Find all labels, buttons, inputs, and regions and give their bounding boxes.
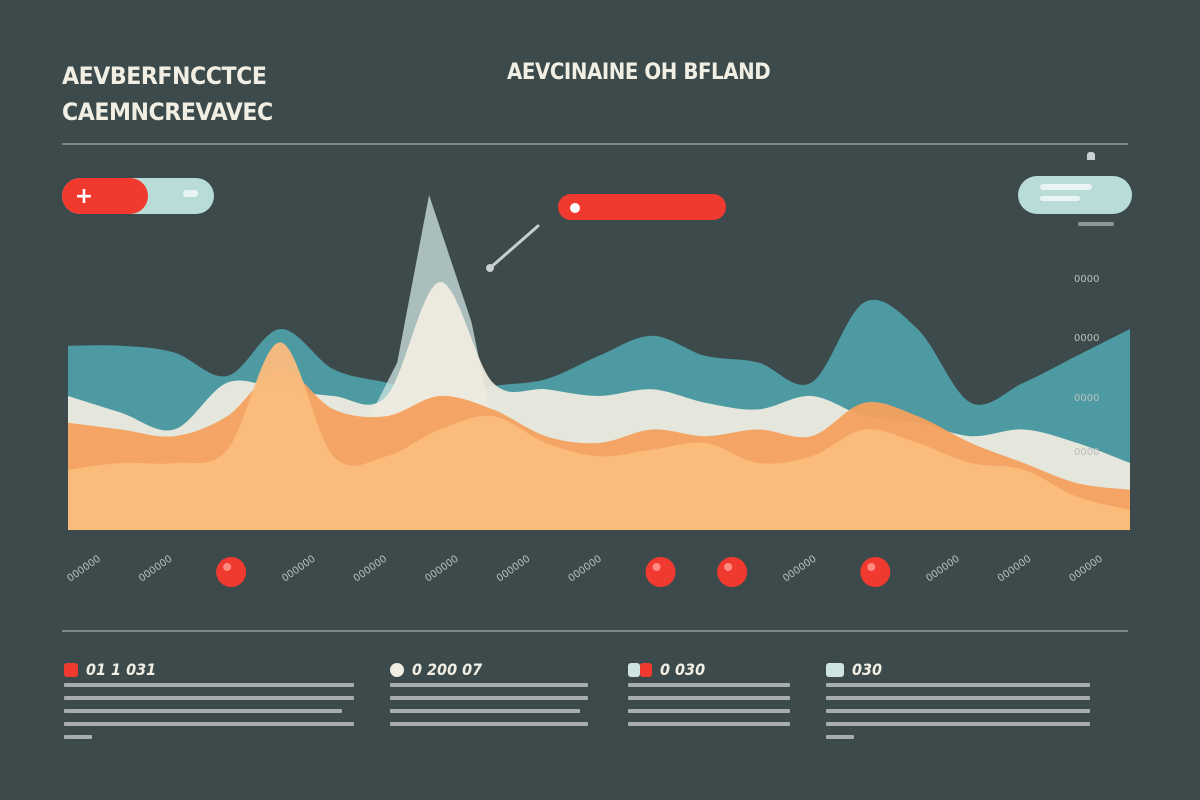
toggle-knob-icon <box>183 190 198 197</box>
center-title: AEVCINAINE OH BFLAND <box>507 60 771 85</box>
filter-pill[interactable] <box>1018 176 1132 214</box>
text-line <box>826 683 1090 687</box>
x-tick-label: 000000 <box>1067 554 1105 585</box>
text-line <box>64 709 343 713</box>
footer-column-4: 030 <box>826 660 1090 739</box>
timeline-marker-shine <box>652 563 661 571</box>
x-tick-label: 000000 <box>280 554 318 585</box>
x-axis-markers <box>216 557 891 587</box>
timeline-marker-shine <box>223 563 232 571</box>
text-line <box>390 683 588 687</box>
text-line <box>826 709 1090 713</box>
text-line <box>826 696 1090 700</box>
x-tick-label: 000000 <box>352 554 390 585</box>
legend-swatch <box>64 662 78 677</box>
y-tick-label: 0000 <box>1074 333 1099 344</box>
y-tick-label: 0000 <box>1074 393 1099 404</box>
chart-title: AEVBERFNCCTCE CAEMNCREVAVEC <box>62 58 273 130</box>
footer-column-1: 01 1 031 <box>64 660 354 739</box>
area-series-4 <box>68 342 1130 530</box>
timeline-marker[interactable] <box>216 557 247 587</box>
text-line <box>390 722 588 726</box>
text-line <box>628 696 790 700</box>
timeline-marker-shine <box>867 563 876 571</box>
footer-column-3: 0 030 <box>628 660 790 726</box>
y-tick-label: 0000 <box>1074 447 1099 458</box>
timeline-marker[interactable] <box>860 557 891 587</box>
legend-label: 0 200 07 <box>412 660 483 679</box>
filter-pill-line <box>1040 184 1092 190</box>
text-line <box>390 696 588 700</box>
timeline-marker[interactable] <box>717 557 748 587</box>
text-line <box>64 696 354 700</box>
trend-line <box>488 224 540 270</box>
slider-handle[interactable] <box>570 203 580 213</box>
text-line <box>628 709 790 713</box>
x-tick-label: 000000 <box>924 554 962 585</box>
filter-pill-underline <box>1078 222 1114 226</box>
text-line <box>628 683 790 687</box>
legend-swatch <box>390 662 404 677</box>
footer-column-2: 0 200 07 <box>390 660 588 726</box>
trend-point <box>486 264 494 272</box>
chart-areas <box>68 195 1130 530</box>
text-line <box>826 722 1090 726</box>
text-line <box>64 722 354 726</box>
filter-pill-line <box>1040 196 1080 201</box>
bottom-divider <box>62 630 1128 632</box>
x-tick-label: 000000 <box>781 554 819 585</box>
text-line <box>628 722 790 726</box>
x-tick-label: 000000 <box>423 554 461 585</box>
x-tick-label: 000000 <box>996 554 1034 585</box>
plus-icon[interactable]: + <box>66 178 102 214</box>
timeline-marker[interactable] <box>645 557 676 587</box>
x-tick-label: 000000 <box>566 554 604 585</box>
text-line <box>64 735 92 739</box>
text-line <box>64 683 354 687</box>
legend-swatch <box>826 662 844 677</box>
legend-label: 0 030 <box>660 660 706 679</box>
x-tick-label: 000000 <box>65 554 103 585</box>
pin-icon <box>1087 152 1095 160</box>
y-tick-label: 0000 <box>1074 274 1099 285</box>
range-slider[interactable] <box>558 194 726 220</box>
legend-label: 01 1 031 <box>86 660 157 679</box>
x-tick-label: 000000 <box>495 554 533 585</box>
legend-swatch <box>628 662 640 677</box>
title-line-1: AEVBERFNCCTCE <box>62 62 267 90</box>
timeline-marker-shine <box>724 563 733 571</box>
title-line-2: CAEMNCREVAVEC <box>62 98 273 126</box>
top-divider <box>62 143 1128 145</box>
text-line <box>390 709 581 713</box>
y-axis-labels: 0000 0000 0000 0000 <box>1074 274 1099 458</box>
x-tick-label: 000000 <box>137 554 175 585</box>
text-line <box>826 735 854 739</box>
legend-label: 030 <box>852 660 883 679</box>
